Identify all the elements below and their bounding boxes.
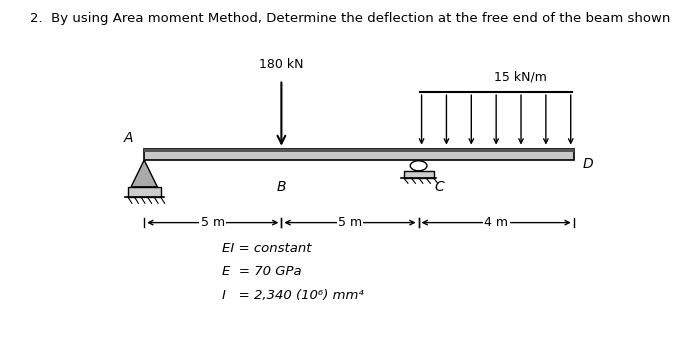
Text: B: B [276, 180, 286, 194]
Bar [144, 149, 574, 160]
Circle shape [410, 161, 427, 171]
Text: 4 m: 4 m [484, 216, 508, 229]
Text: 2.  By using Area moment Method, Determine the deflection at the free end of the: 2. By using Area moment Method, Determin… [30, 12, 670, 25]
Text: E  = 70 GPa: E = 70 GPa [222, 265, 302, 278]
Bar [404, 171, 433, 178]
Bar [144, 149, 574, 152]
Text: A: A [124, 131, 134, 145]
Text: 15 kN/m: 15 kN/m [494, 70, 547, 83]
Text: 180 kN: 180 kN [259, 58, 304, 71]
Text: C: C [435, 180, 444, 194]
Text: I   = 2,340 (10⁶) mm⁴: I = 2,340 (10⁶) mm⁴ [222, 289, 363, 302]
Text: EI = constant: EI = constant [222, 242, 312, 255]
Text: 5 m: 5 m [338, 216, 362, 229]
Text: D: D [582, 157, 594, 171]
Bar [128, 187, 160, 197]
Polygon shape [131, 160, 158, 187]
Text: 5 m: 5 m [201, 216, 225, 229]
